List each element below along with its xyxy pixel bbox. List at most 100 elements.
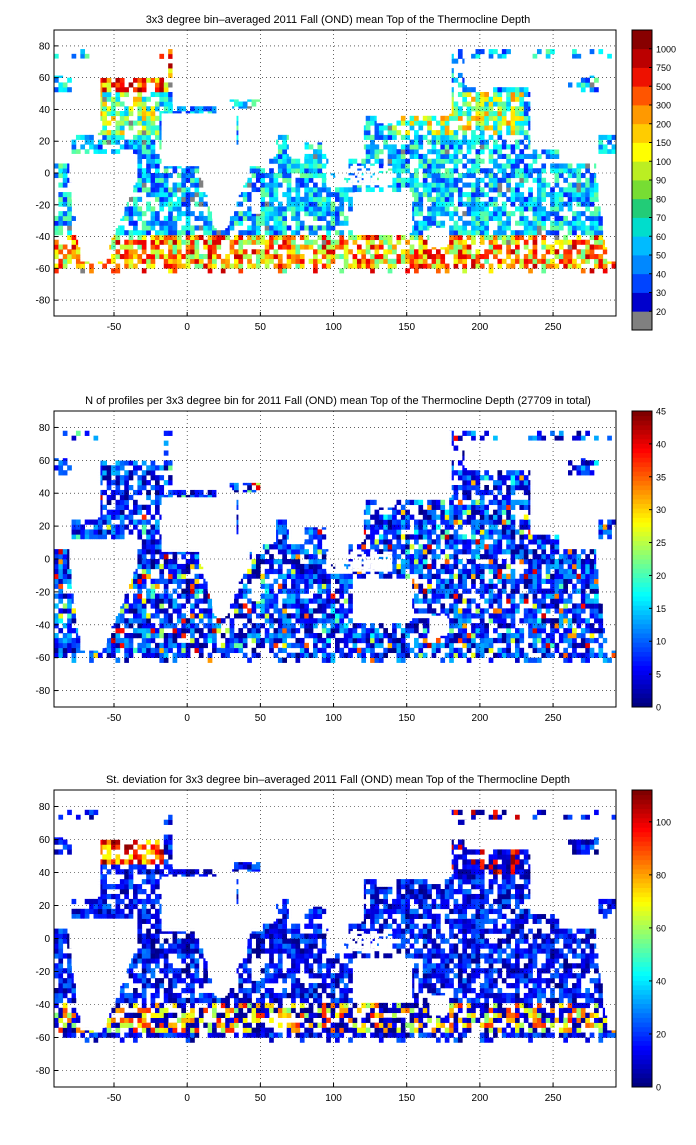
- heatmap-cell: [164, 259, 169, 264]
- heatmap-cell: [502, 240, 507, 245]
- heatmap-cell: [379, 240, 384, 245]
- heatmap-cell: [89, 144, 94, 149]
- heatmap-cell: [72, 149, 77, 154]
- heatmap-cell: [287, 245, 292, 250]
- heatmap-cell: [348, 264, 353, 269]
- heatmap-cell: [168, 225, 173, 230]
- heatmap-cell: [392, 144, 397, 149]
- heatmap-cell: [563, 202, 568, 207]
- heatmap-cell: [80, 135, 85, 140]
- heatmap-cell: [458, 178, 463, 183]
- heatmap-cell: [313, 197, 318, 202]
- heatmap-cell: [480, 178, 485, 183]
- heatmap-cell: [274, 230, 279, 235]
- heatmap-cell: [528, 259, 533, 264]
- heatmap-cell: [129, 106, 134, 111]
- heatmap-cell: [111, 149, 116, 154]
- heatmap-cell: [515, 254, 520, 259]
- land-cell: [65, 123, 68, 126]
- heatmap-cell: [366, 249, 371, 254]
- heatmap-cell: [129, 121, 134, 126]
- land-cell: [63, 304, 66, 307]
- heatmap-cell: [506, 264, 511, 269]
- heatmap-cell: [212, 245, 217, 250]
- heatmap-cell: [524, 144, 529, 149]
- heatmap-cell: [440, 192, 445, 197]
- heatmap-cell: [177, 240, 182, 245]
- heatmap-cell: [151, 249, 156, 254]
- heatmap-cell: [471, 106, 476, 111]
- heatmap-cell: [164, 197, 169, 202]
- heatmap-cell: [480, 144, 485, 149]
- heatmap-cell: [480, 116, 485, 121]
- land-cell: [69, 66, 72, 69]
- heatmap-cell: [159, 206, 164, 211]
- heatmap-cell: [370, 235, 375, 240]
- land-cell: [58, 287, 61, 290]
- heatmap-cell: [137, 240, 142, 245]
- heatmap-cell: [63, 168, 68, 173]
- heatmap-cell: [440, 197, 445, 202]
- land-cell: [58, 159, 61, 162]
- heatmap-cell: [568, 168, 573, 173]
- heatmap-cell: [295, 168, 300, 173]
- heatmap-cell: [238, 211, 243, 216]
- heatmap-cell: [440, 163, 445, 168]
- heatmap-cell: [515, 187, 520, 192]
- heatmap-cell: [440, 121, 445, 126]
- heatmap-cell: [594, 221, 599, 226]
- heatmap-cell: [173, 225, 178, 230]
- land-cell: [69, 178, 72, 181]
- heatmap-cell: [344, 249, 349, 254]
- heatmap-cell: [550, 249, 555, 254]
- heatmap-cell: [476, 54, 481, 59]
- land-cell: [56, 292, 59, 295]
- heatmap-cell: [58, 259, 63, 264]
- heatmap-cell: [550, 202, 555, 207]
- heatmap-cell: [155, 216, 160, 221]
- heatmap-cell: [353, 187, 358, 192]
- heatmap-cell: [484, 230, 489, 235]
- land-cell: [61, 295, 64, 298]
- heatmap-cell: [445, 187, 450, 192]
- heatmap-cell: [159, 221, 164, 226]
- heatmap-cell: [489, 102, 494, 107]
- heatmap-cell: [502, 49, 507, 54]
- heatmap-cell: [476, 230, 481, 235]
- heatmap-cell: [427, 173, 432, 178]
- heatmap-cell: [190, 240, 195, 245]
- heatmap-cell: [133, 221, 138, 226]
- heatmap-cell: [585, 78, 590, 83]
- heatmap-cell: [168, 82, 173, 87]
- heatmap-cell: [533, 245, 538, 250]
- land-cell: [72, 161, 75, 164]
- heatmap-cell: [67, 206, 72, 211]
- heatmap-cell: [375, 125, 380, 130]
- heatmap-cell: [353, 254, 358, 259]
- land-cell: [61, 278, 64, 281]
- heatmap-cell: [568, 202, 573, 207]
- heatmap-cell: [344, 221, 349, 226]
- heatmap-cell: [383, 235, 388, 240]
- heatmap-cell: [335, 230, 340, 235]
- heatmap-cell: [120, 125, 125, 130]
- heatmap-cell: [155, 106, 160, 111]
- land-cell: [72, 175, 75, 178]
- heatmap-cell: [585, 183, 590, 188]
- heatmap-cell: [414, 187, 419, 192]
- heatmap-cell: [379, 135, 384, 140]
- heatmap-cell: [506, 254, 511, 259]
- heatmap-cell: [225, 254, 230, 259]
- heatmap-cell: [309, 154, 314, 159]
- heatmap-cell: [173, 245, 178, 250]
- heatmap-cell: [300, 202, 305, 207]
- heatmap-cell: [186, 259, 191, 264]
- heatmap-cell: [392, 178, 397, 183]
- heatmap-cell: [533, 154, 538, 159]
- heatmap-cell: [476, 140, 481, 145]
- heatmap-cell: [497, 183, 502, 188]
- heatmap-cell: [590, 245, 595, 250]
- heatmap-cell: [515, 144, 520, 149]
- heatmap-cell: [555, 163, 560, 168]
- heatmap-cell: [427, 140, 432, 145]
